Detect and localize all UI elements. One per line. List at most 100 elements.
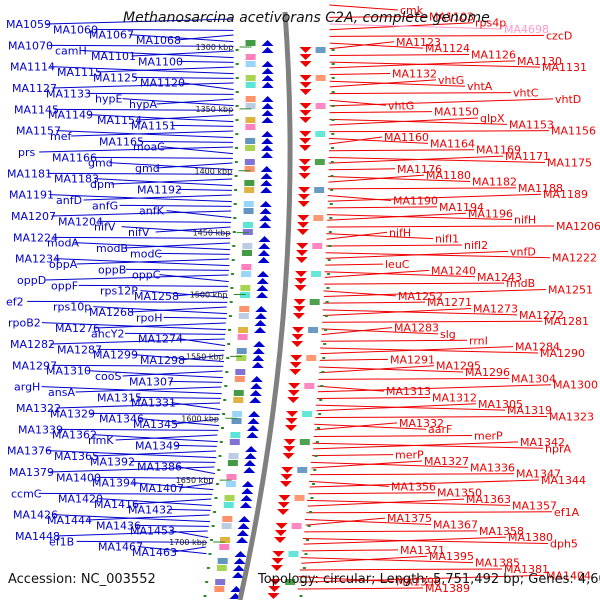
reverse-gene-arrow xyxy=(298,166,311,172)
reverse-gene-arrow xyxy=(281,467,294,473)
right-leader-line xyxy=(322,309,518,316)
right-gene-label: MA1175 xyxy=(547,156,592,169)
forward-gene-arrow xyxy=(259,222,272,228)
inner-tick xyxy=(232,231,236,233)
forward-gene-arrow xyxy=(260,187,273,193)
outer-tick xyxy=(329,217,333,219)
left-gene-label: MA1349 xyxy=(135,439,180,452)
right-leader-line xyxy=(310,461,469,468)
cog-box xyxy=(232,411,243,417)
right-leader-line xyxy=(304,530,478,533)
left-gene-label: modB xyxy=(96,242,128,255)
left-leader-line xyxy=(138,546,207,555)
forward-gene-arrow xyxy=(253,341,266,347)
cog-box xyxy=(240,285,251,291)
right-leader-line xyxy=(326,233,434,240)
outer-tick xyxy=(330,189,334,191)
left-leader-line xyxy=(157,252,230,255)
forward-gene-arrow xyxy=(261,40,274,46)
cog-box xyxy=(314,159,325,165)
cog-box xyxy=(304,383,315,389)
left-gene-label: rps10p xyxy=(53,301,91,314)
cog-box xyxy=(308,327,319,333)
right-gene-label: nifI2 xyxy=(464,239,488,252)
inner-tick xyxy=(230,287,234,289)
outer-tick xyxy=(314,455,318,457)
cog-box xyxy=(315,47,326,53)
forward-gene-arrow xyxy=(233,558,246,564)
inner-tick xyxy=(219,441,223,443)
right-gene-label: MA1153 xyxy=(509,118,554,131)
outer-tick xyxy=(329,203,333,205)
inner-tick xyxy=(234,175,238,177)
right-gene-label: MA1281 xyxy=(544,315,589,328)
right-leader-line xyxy=(329,137,429,144)
reverse-gene-arrow xyxy=(283,439,296,445)
right-leader-line xyxy=(329,53,470,56)
leader-lines xyxy=(27,4,555,590)
left-gene-label: MA1392 xyxy=(90,455,135,468)
right-gene-label: MA1150 xyxy=(434,106,479,119)
reverse-gene-arrow xyxy=(297,194,310,200)
right-leader-line xyxy=(323,301,426,304)
left-gene-label: MA1453 xyxy=(130,525,175,538)
left-gene-label: MA1297 xyxy=(12,359,57,372)
forward-gene-arrow xyxy=(256,278,269,284)
right-gene-label: MA1251 xyxy=(548,283,593,296)
right-gene-label: vhtG xyxy=(388,99,414,112)
reverse-gene-arrow xyxy=(290,355,303,361)
left-leader-line xyxy=(124,332,226,335)
left-leader-line xyxy=(56,402,221,409)
inner-tick xyxy=(223,399,227,401)
right-gene-label: cmk xyxy=(400,4,424,17)
left-gene-label: MA1070 xyxy=(8,39,53,52)
forward-gene-arrow xyxy=(243,467,256,473)
right-leader-line xyxy=(315,404,506,411)
left-gene-label: MA1120 xyxy=(140,77,185,90)
left-leader-line xyxy=(140,290,228,299)
reverse-gene-arrow xyxy=(299,138,312,144)
forward-gene-arrow xyxy=(254,327,267,333)
right-leader-line xyxy=(307,499,511,506)
forward-gene-arrow xyxy=(261,82,274,88)
inner-tick xyxy=(235,49,239,51)
outer-tick xyxy=(324,315,328,317)
right-leader-line xyxy=(298,576,395,583)
right-gene-label: MA1347 xyxy=(516,468,561,481)
left-leader-line xyxy=(129,306,227,313)
outer-tick xyxy=(330,175,334,177)
left-leader-line xyxy=(88,114,234,123)
inner-tick xyxy=(235,77,239,79)
forward-gene-arrow xyxy=(250,376,263,382)
left-leader-line xyxy=(129,34,234,43)
outer-tick xyxy=(321,371,325,373)
forward-gene-arrow xyxy=(247,418,260,424)
left-leader-line xyxy=(49,466,215,473)
right-gene-label: MA1123 xyxy=(396,36,441,49)
left-leader-line xyxy=(53,236,231,239)
right-leader-line xyxy=(327,195,392,202)
left-gene-label: MA1157 xyxy=(16,125,61,138)
reverse-gene-arrow xyxy=(299,75,312,81)
right-gene-label: MA1189 xyxy=(543,188,588,201)
reverse-gene-arrow xyxy=(298,187,311,193)
cog-box xyxy=(244,180,255,186)
cog-box xyxy=(243,208,254,214)
left-gene-label: modC xyxy=(130,247,162,260)
cog-box xyxy=(244,166,255,172)
right-gene-label: MA1312 xyxy=(432,391,477,404)
left-gene-label: MA1315 xyxy=(97,391,142,404)
right-gene-label: MA1196 xyxy=(468,207,513,220)
left-gene-label: MA1181 xyxy=(7,167,52,180)
inner-tick xyxy=(231,273,235,275)
left-leader-line xyxy=(168,508,211,511)
right-gene-label: aarF xyxy=(428,423,452,436)
cog-box xyxy=(238,327,249,333)
inner-tick xyxy=(235,119,239,121)
right-leader-line xyxy=(318,377,510,380)
cog-box xyxy=(245,124,256,130)
reverse-gene-arrow xyxy=(286,411,299,417)
left-gene-label: MA1386 xyxy=(137,461,182,474)
left-gene-label: oppB xyxy=(98,263,126,276)
